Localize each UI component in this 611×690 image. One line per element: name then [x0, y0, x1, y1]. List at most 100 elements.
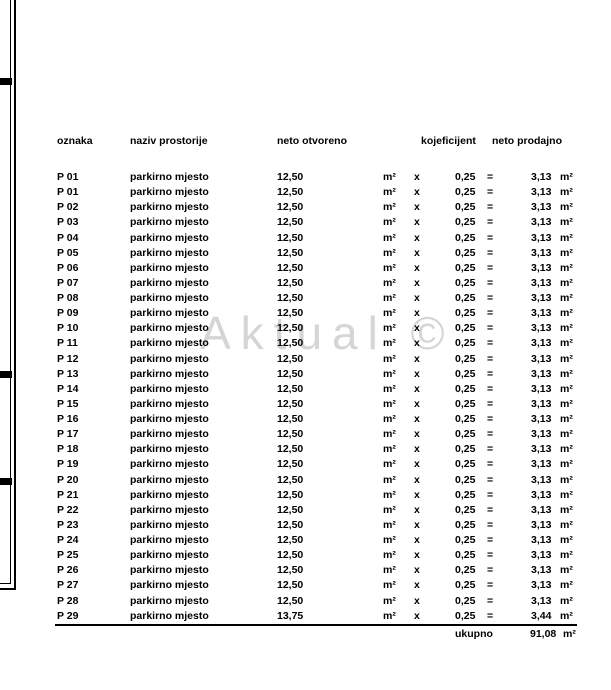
table-row: P 02 parkirno mjesto 12,50 m² x 0,25 = 3… — [0, 200, 611, 215]
cell-room-name: parkirno mjesto — [130, 231, 209, 244]
table-row: P 07 parkirno mjesto 12,50 m² x 0,25 = 3… — [0, 276, 611, 291]
cell-code: P 15 — [57, 397, 79, 410]
cell-result: 3,13 — [531, 171, 552, 183]
cell-result-unit: m² — [560, 609, 573, 622]
cell-area-value: 12,50 — [277, 307, 304, 320]
cell-coefficient: 0,25 — [455, 458, 476, 471]
cell-coefficient: 0,25 — [455, 473, 476, 486]
header-kojeficijent: kojeficijent — [421, 135, 476, 147]
cell-multiply: x — [414, 322, 420, 335]
table-row: P 24 parkirno mjesto 12,50 m² x 0,25 = 3… — [0, 533, 611, 548]
cell-coefficient: 0,25 — [455, 246, 476, 259]
cell-coefficient: 0,25 — [455, 609, 476, 622]
cell-multiply: x — [414, 488, 420, 501]
total-label: ukupno — [455, 628, 493, 640]
cell-result: 3,13 — [531, 186, 552, 199]
cell-area-value: 12,50 — [277, 488, 304, 501]
cell-area-unit: m² — [383, 564, 396, 577]
cell-multiply: x — [414, 503, 420, 516]
cell-coefficient: 0,25 — [455, 518, 476, 531]
cell-multiply: x — [414, 307, 420, 320]
cell-code: P 11 — [57, 337, 78, 350]
cell-room-name: parkirno mjesto — [130, 352, 209, 365]
cell-result: 3,13 — [531, 231, 552, 244]
cell-multiply: x — [414, 292, 420, 304]
cell-equals: = — [487, 534, 494, 546]
cell-multiply: x — [414, 186, 420, 199]
cell-area-unit: m² — [383, 367, 396, 380]
cell-multiply: x — [414, 397, 420, 410]
cell-area-unit: m² — [383, 352, 396, 365]
floorplan-inner-corner-line — [0, 583, 11, 585]
cell-coefficient: 0,25 — [455, 322, 476, 335]
cell-multiply: x — [414, 216, 420, 229]
cell-equals: = — [487, 549, 494, 562]
cell-area-unit: m² — [383, 307, 396, 320]
table-row: P 04 parkirno mjesto 12,50 m² x 0,25 = 3… — [0, 231, 611, 246]
cell-equals: = — [487, 488, 494, 501]
cell-area-value: 12,50 — [277, 458, 304, 471]
cell-result-unit: m² — [560, 171, 573, 183]
cell-room-name: parkirno mjesto — [130, 594, 209, 607]
cell-equals: = — [487, 443, 494, 456]
cell-area-value: 12,50 — [277, 413, 304, 425]
cell-result-unit: m² — [560, 503, 573, 516]
cell-code: P 12 — [57, 352, 79, 365]
cell-multiply: x — [414, 276, 420, 289]
cell-coefficient: 0,25 — [455, 292, 476, 304]
cell-code: P 07 — [57, 276, 79, 289]
cell-room-name: parkirno mjesto — [130, 397, 209, 410]
cell-result-unit: m² — [560, 216, 573, 229]
table-row: P 20 parkirno mjesto 12,50 m² x 0,25 = 3… — [0, 473, 611, 488]
cell-area-value: 12,50 — [277, 246, 304, 259]
cell-code: P 23 — [57, 518, 79, 531]
cell-room-name: parkirno mjesto — [130, 473, 209, 486]
table-row: P 09 parkirno mjesto 12,50 m² x 0,25 = 3… — [0, 306, 611, 321]
cell-coefficient: 0,25 — [455, 367, 476, 380]
cell-room-name: parkirno mjesto — [130, 322, 209, 335]
cell-equals: = — [487, 246, 494, 259]
cell-result: 3,13 — [531, 579, 552, 592]
cell-area-unit: m² — [383, 488, 396, 501]
cell-coefficient: 0,25 — [455, 352, 476, 365]
cell-result-unit: m² — [560, 382, 573, 395]
cell-result: 3,13 — [531, 201, 552, 214]
cell-coefficient: 0,25 — [455, 564, 476, 577]
cell-area-value: 12,50 — [277, 261, 304, 274]
cell-coefficient: 0,25 — [455, 579, 476, 592]
cell-equals: = — [487, 609, 494, 622]
cell-area-unit: m² — [383, 246, 396, 259]
floorplan-outer-wall-line — [14, 0, 16, 590]
cell-area-value: 12,50 — [277, 186, 304, 199]
cell-result: 3,13 — [531, 503, 552, 516]
cell-room-name: parkirno mjesto — [130, 503, 209, 516]
cell-code: P 03 — [57, 216, 79, 229]
cell-coefficient: 0,25 — [455, 488, 476, 501]
cell-multiply: x — [414, 443, 420, 456]
cell-multiply: x — [414, 352, 420, 365]
cell-code: P 25 — [57, 549, 79, 562]
table-row: P 16 parkirno mjesto 12,50 m² x 0,25 = 3… — [0, 412, 611, 427]
cell-equals: = — [487, 518, 494, 531]
cell-result-unit: m² — [560, 549, 573, 562]
cell-result-unit: m² — [560, 322, 573, 335]
cell-area-unit: m² — [383, 609, 396, 622]
cell-area-value: 12,50 — [277, 292, 304, 304]
cell-result-unit: m² — [560, 261, 573, 274]
cell-multiply: x — [414, 534, 420, 546]
cell-code: P 13 — [57, 367, 79, 380]
cell-area-unit: m² — [383, 428, 396, 441]
cell-room-name: parkirno mjesto — [130, 276, 209, 289]
cell-result-unit: m² — [560, 397, 573, 410]
table-row: P 18 parkirno mjesto 12,50 m² x 0,25 = 3… — [0, 442, 611, 457]
cell-coefficient: 0,25 — [455, 534, 476, 546]
cell-multiply: x — [414, 564, 420, 577]
table-row: P 03 parkirno mjesto 12,50 m² x 0,25 = 3… — [0, 215, 611, 230]
table-row: P 11 parkirno mjesto 12,50 m² x 0,25 = 3… — [0, 336, 611, 351]
cell-equals: = — [487, 276, 494, 289]
cell-code: P 04 — [57, 231, 79, 244]
cell-room-name: parkirno mjesto — [130, 186, 209, 199]
cell-result: 3,13 — [531, 518, 552, 531]
cell-room-name: parkirno mjesto — [130, 609, 209, 622]
cell-area-unit: m² — [383, 171, 396, 183]
